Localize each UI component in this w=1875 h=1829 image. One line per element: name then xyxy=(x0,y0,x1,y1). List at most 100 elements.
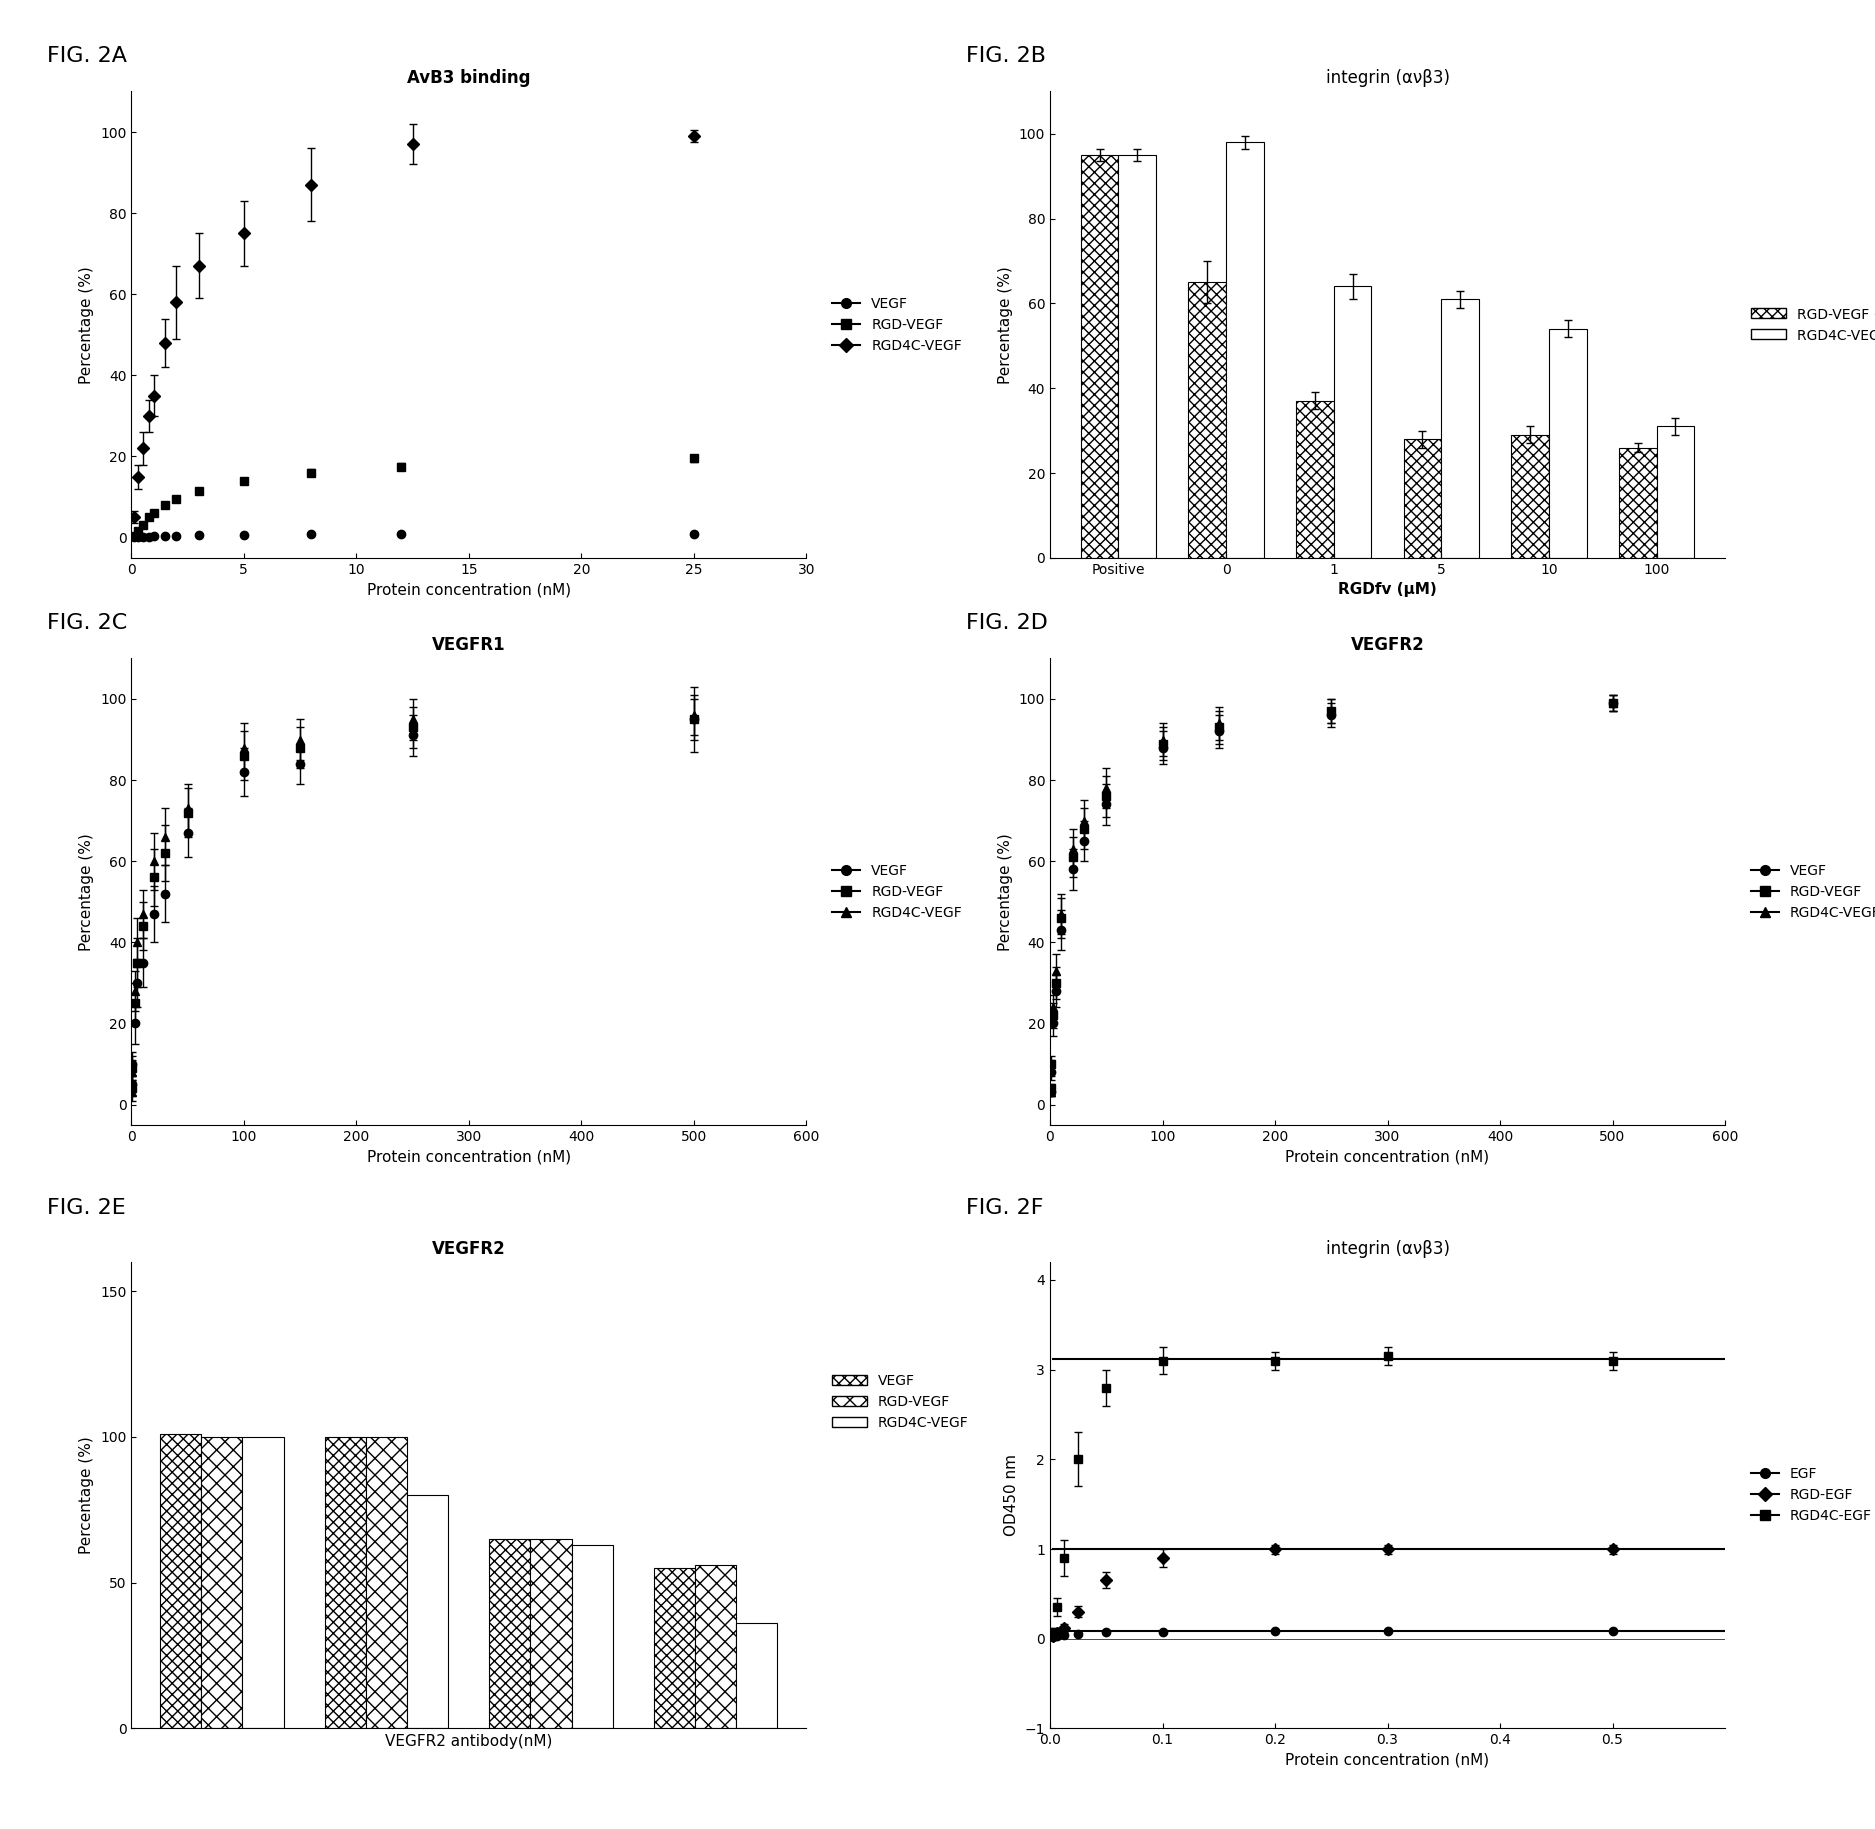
RGD-EGF xyxy=(1151,1547,1174,1569)
RGD-VEGF xyxy=(142,503,165,525)
Title: VEGFR2: VEGFR2 xyxy=(1350,636,1425,655)
EGF xyxy=(1264,1620,1286,1642)
RGD-VEGF xyxy=(126,951,148,973)
VEGF xyxy=(1039,1081,1061,1103)
RGD4C-VEGF xyxy=(1044,960,1067,982)
Legend: VEGF, RGD-VEGF, RGD4C-VEGF: VEGF, RGD-VEGF, RGD4C-VEGF xyxy=(827,858,968,925)
RGD4C-VEGF xyxy=(126,931,148,953)
Line: RGD4C-VEGF: RGD4C-VEGF xyxy=(129,132,698,521)
VEGF xyxy=(1095,794,1118,816)
X-axis label: Protein concentration (nM): Protein concentration (nM) xyxy=(1286,1752,1489,1769)
RGD4C-EGF xyxy=(1095,1377,1118,1399)
VEGF xyxy=(682,708,705,730)
X-axis label: Protein concentration (nM): Protein concentration (nM) xyxy=(368,1149,570,1165)
VEGF xyxy=(139,525,161,547)
Text: FIG. 2A: FIG. 2A xyxy=(47,46,128,66)
VEGF xyxy=(188,525,210,547)
VEGF xyxy=(1320,704,1342,726)
RGD-VEGF xyxy=(1044,971,1067,993)
RGD-VEGF xyxy=(1061,847,1084,869)
Line: RGD-VEGF: RGD-VEGF xyxy=(1046,699,1616,1092)
EGF xyxy=(1601,1620,1624,1642)
RGD4C-VEGF xyxy=(289,728,311,750)
VEGF xyxy=(120,1074,142,1096)
VEGF xyxy=(1061,858,1084,880)
Bar xyxy=(201,1438,242,1728)
RGD-VEGF xyxy=(1050,907,1072,929)
Bar xyxy=(407,1496,448,1728)
RGD-VEGF xyxy=(165,488,188,510)
X-axis label: VEGFR2 antibody(nM): VEGFR2 antibody(nM) xyxy=(384,1734,553,1749)
RGD-VEGF xyxy=(300,461,322,483)
Legend: VEGF, RGD-VEGF, RGD4C-VEGF: VEGF, RGD-VEGF, RGD4C-VEGF xyxy=(827,291,968,358)
VEGF xyxy=(165,525,188,547)
RGD-EGF xyxy=(1095,1569,1118,1591)
RGD4C-VEGF xyxy=(120,1081,142,1103)
Y-axis label: Percentage (%): Percentage (%) xyxy=(998,265,1012,384)
RGD-EGF xyxy=(1042,1624,1065,1646)
RGD-VEGF xyxy=(154,841,176,863)
RGD-VEGF xyxy=(139,507,161,529)
Text: FIG. 2C: FIG. 2C xyxy=(47,613,128,633)
RGD-VEGF xyxy=(1320,701,1342,722)
Text: FIG. 2B: FIG. 2B xyxy=(966,46,1046,66)
X-axis label: RGDfv (μM): RGDfv (μM) xyxy=(1339,582,1436,598)
RGD4C-VEGF xyxy=(401,134,424,155)
RGD4C-VEGF xyxy=(682,704,705,726)
VEGF xyxy=(142,904,165,925)
RGD-VEGF xyxy=(124,991,146,1013)
Title: integrin (ανβ3): integrin (ανβ3) xyxy=(1326,1240,1449,1258)
VEGF xyxy=(1208,721,1230,743)
Bar xyxy=(1080,155,1118,558)
RGD-EGF xyxy=(1067,1600,1089,1622)
RGD4C-VEGF xyxy=(142,384,165,406)
RGD-VEGF xyxy=(1601,691,1624,713)
VEGF xyxy=(232,761,255,783)
Bar xyxy=(324,1438,366,1728)
Bar xyxy=(572,1546,613,1728)
Text: FIG. 2E: FIG. 2E xyxy=(47,1198,126,1218)
VEGF xyxy=(131,951,154,973)
RGD4C-VEGF xyxy=(122,507,144,529)
Bar xyxy=(696,1566,737,1728)
Bar xyxy=(1333,287,1371,558)
RGD4C-VEGF xyxy=(1041,1057,1063,1079)
VEGF xyxy=(1601,691,1624,713)
Legend: EGF, RGD-EGF, RGD4C-EGF: EGF, RGD-EGF, RGD4C-EGF xyxy=(1746,1461,1875,1529)
Line: VEGF: VEGF xyxy=(1046,699,1616,1097)
VEGF xyxy=(124,1013,146,1035)
Title: VEGFR2: VEGFR2 xyxy=(431,1240,506,1258)
Bar xyxy=(1658,426,1695,558)
RGD-VEGF xyxy=(401,717,424,739)
RGD4C-VEGF xyxy=(300,174,322,196)
VEGF xyxy=(1044,980,1067,1002)
Title: integrin (ανβ3): integrin (ανβ3) xyxy=(1326,70,1449,88)
VEGF xyxy=(1151,737,1174,759)
VEGF xyxy=(126,971,148,993)
Bar xyxy=(1118,155,1157,558)
RGD-VEGF xyxy=(390,455,412,477)
Line: RGD-VEGF: RGD-VEGF xyxy=(128,715,698,1092)
RGD4C-VEGF xyxy=(124,980,146,1002)
RGD4C-VEGF xyxy=(142,850,165,872)
Legend: RGD-VEGF (10nM), RGD4C-VEGF (10nM): RGD-VEGF (10nM), RGD4C-VEGF (10nM) xyxy=(1746,302,1875,348)
Line: EGF: EGF xyxy=(1050,1626,1616,1641)
RGD4C-EGF xyxy=(1042,1620,1065,1642)
RGD4C-EGF xyxy=(1052,1547,1074,1569)
Bar xyxy=(489,1538,531,1728)
Bar xyxy=(159,1434,201,1728)
RGD4C-VEGF xyxy=(154,827,176,849)
RGD4C-EGF xyxy=(1376,1344,1399,1366)
RGD4C-VEGF xyxy=(1320,701,1342,722)
RGD4C-VEGF xyxy=(232,737,255,759)
RGD-VEGF xyxy=(122,1057,144,1079)
VEGF xyxy=(176,821,199,843)
VEGF xyxy=(682,523,705,545)
RGD-VEGF xyxy=(1072,818,1095,840)
EGF xyxy=(1042,1626,1065,1648)
VEGF xyxy=(128,527,150,549)
Line: RGD4C-EGF: RGD4C-EGF xyxy=(1050,1352,1616,1635)
RGD4C-EGF xyxy=(1067,1449,1089,1471)
VEGF xyxy=(1072,830,1095,852)
RGD-VEGF xyxy=(154,494,176,516)
